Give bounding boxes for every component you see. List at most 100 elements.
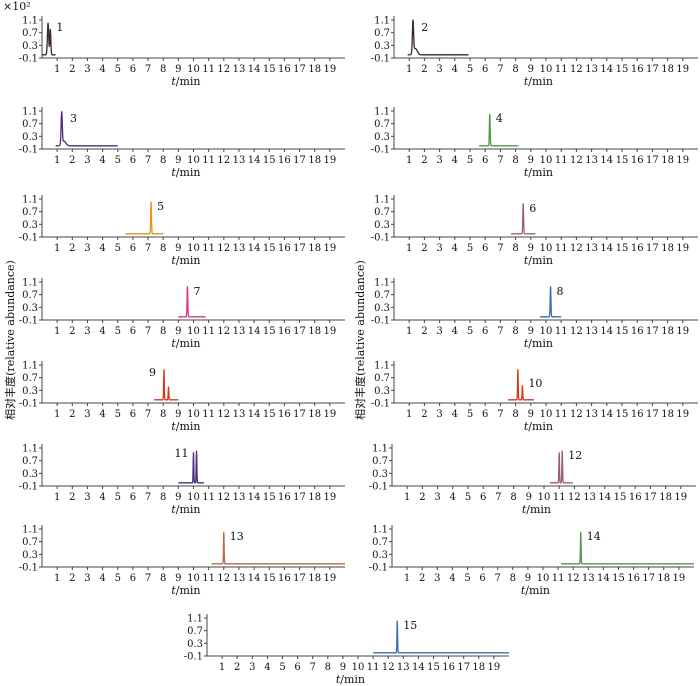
x-tick-label: 16 [631,155,644,166]
x-tick-label: 1 [54,326,60,337]
x-tick-label: 15 [616,155,629,166]
x-tick-label: 9 [175,326,181,337]
x-tick-label: 3 [436,409,442,420]
x-tick-label: 1 [406,64,412,75]
x-tick-label: 2 [69,573,75,584]
peak-number-label: 9 [149,366,156,379]
x-tick-label: 8 [510,573,516,584]
x-tick-label: 3 [84,573,90,584]
x-axis-label-unit: /min [176,503,201,516]
y-tick-label: 0.3 [187,639,203,650]
x-tick-label: 7 [495,573,501,584]
x-tick-label: 9 [175,573,181,584]
y-tick-label: -0.1 [19,145,38,156]
x-tick-label: 8 [160,492,166,503]
y-multiplier-label: ×10² [3,0,31,13]
chart-panel-3: -0.10.30.71.11 2 3 4 5 6 7 8 9 10 11 12 13 14 15 16 17 18… [19,107,345,179]
chromatogram-trace [41,22,57,56]
x-axis-label: t/min [524,420,553,433]
x-tick-label: 11 [552,573,565,584]
x-axis-label-var: t [336,673,341,686]
chromatogram-trace [478,113,520,147]
x-axis-label-var: t [171,75,176,88]
x-axis-label-unit: /min [525,584,550,597]
x-tick-label: 3 [84,326,90,337]
x-tick-label: 8 [512,64,518,75]
y-tick-label: 0.3 [22,550,38,561]
x-tick-label: 6 [294,662,300,673]
x-tick-label: 7 [145,155,151,166]
y-tick-label: 0.3 [22,386,38,397]
y-tick-label: 0.7 [372,456,388,467]
x-tick-label: 1 [219,662,225,673]
x-tick-label: 16 [631,326,644,337]
x-tick-label: 7 [145,326,151,337]
x-tick-label: 13 [233,492,246,503]
x-tick-label: 3 [249,662,255,673]
x-tick-label: 18 [308,243,321,254]
x-tick-label: 13 [585,64,598,75]
x-tick-label: 4 [264,662,270,673]
x-tick-label: 13 [585,243,598,254]
y-tick-label: 0.3 [374,386,390,397]
x-tick-label: 19 [323,155,336,166]
x-tick-label: 17 [293,64,306,75]
x-tick-label: 1 [404,492,410,503]
x-tick-label: 1 [54,573,60,584]
y-tick-label: 0.7 [374,290,390,301]
x-tick-label: 4 [99,573,105,584]
x-tick-label: 2 [421,409,427,420]
x-tick-label: 15 [616,64,629,75]
x-tick-label: 4 [99,409,105,420]
x-tick-label: 3 [84,155,90,166]
x-axis-label-unit: /min [176,254,201,267]
x-tick-label: 13 [585,326,598,337]
x-tick-label: 8 [325,662,331,673]
x-tick-label: 7 [497,243,503,254]
y-tick-label: 0.7 [374,207,390,218]
y-tick-label: 1.1 [187,614,203,625]
x-axis-label: t/min [524,254,553,267]
x-tick-label: 1 [404,573,410,584]
x-tick-label: 4 [452,155,458,166]
x-tick-label: 11 [202,492,215,503]
x-tick-label: 4 [452,326,458,337]
x-tick-label: 9 [340,662,346,673]
x-tick-label: 6 [130,64,136,75]
x-tick-label: 12 [217,409,230,420]
x-tick-label: 19 [323,492,336,503]
x-tick-label: 19 [676,243,689,254]
x-tick-label: 9 [175,243,181,254]
x-tick-label: 1 [406,155,412,166]
chromatogram-trace [177,286,207,318]
x-tick-label: 8 [160,326,166,337]
x-axis-label-unit: /min [176,337,201,350]
x-tick-label: 3 [436,326,442,337]
x-tick-label: 11 [553,492,566,503]
x-tick-label: 17 [646,64,659,75]
y-tick-label: 0.3 [22,41,38,52]
x-tick-label: 1 [406,326,412,337]
x-tick-label: 13 [583,492,596,503]
x-tick-label: 13 [233,243,246,254]
x-tick-label: 16 [278,326,291,337]
y-tick-label: 1.1 [372,525,388,536]
x-axis-label: t/min [171,337,200,350]
x-tick-label: 2 [69,64,75,75]
x-tick-label: 15 [614,492,627,503]
x-tick-label: 15 [263,155,276,166]
x-tick-label: 9 [175,155,181,166]
x-tick-label: 10 [537,573,550,584]
x-tick-label: 9 [528,64,534,75]
y-tick-label: 0.3 [22,220,38,231]
x-tick-label: 17 [646,243,659,254]
x-tick-label: 9 [528,243,534,254]
x-tick-label: 19 [323,243,336,254]
x-tick-label: 2 [234,662,240,673]
x-axis-label-unit: /min [176,75,201,88]
y-tick-label: -0.1 [19,399,38,410]
y-tick-label: 0.3 [22,469,38,480]
chart-panel-9: -0.10.30.71.11 2 3 4 5 6 7 8 9 10 11 12 13 14 15 16 17 18… [19,361,345,433]
x-tick-label: 11 [555,64,568,75]
y-tick-label: -0.1 [19,316,38,327]
